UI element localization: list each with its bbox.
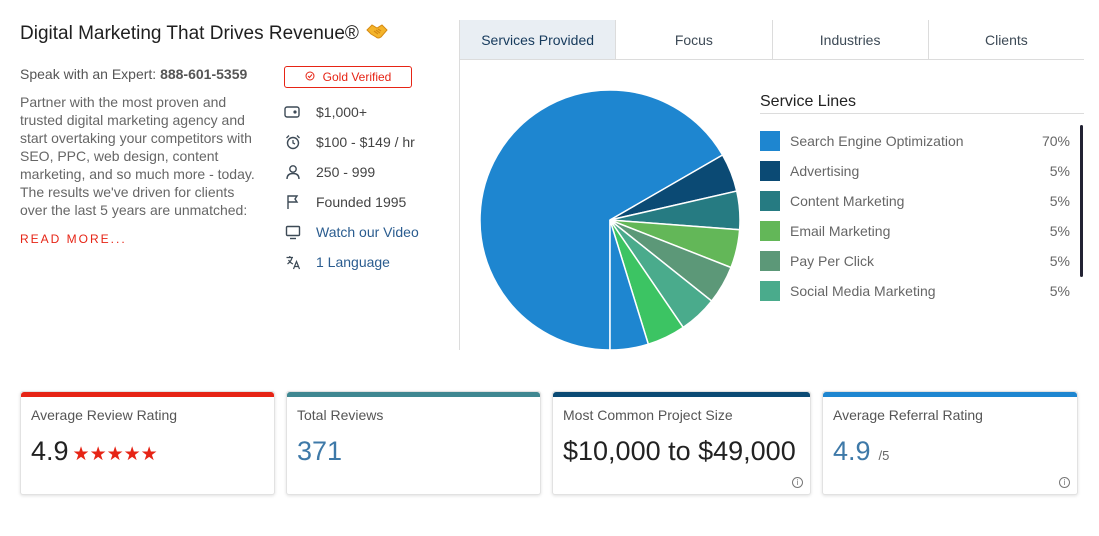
service-lines-title: Service Lines — [760, 93, 857, 110]
card-accent-bar — [21, 392, 274, 397]
page-title: Digital Marketing That Drives Revenue® — [20, 21, 389, 47]
legend-swatch — [760, 191, 780, 211]
card-accent-bar — [287, 392, 540, 397]
star-rating-icon: ★★★★★ — [72, 444, 158, 465]
card-accent-bar — [823, 392, 1077, 397]
legend-scrollbar[interactable] — [1080, 125, 1083, 277]
legend-label: Pay Per Click — [790, 253, 875, 269]
legend-swatch — [760, 131, 780, 151]
legend-label: Advertising — [790, 163, 860, 179]
info-icon[interactable]: i — [792, 477, 803, 488]
legend-percent: 5% — [1049, 193, 1070, 209]
translate-icon — [284, 253, 302, 271]
gold-verified-label: Gold Verified — [322, 70, 392, 84]
info-icon[interactable]: i — [1059, 477, 1070, 488]
panel-divider — [459, 20, 460, 350]
legend-item: Social Media Marketing 5% — [760, 276, 1070, 306]
service-lines-legend: Search Engine Optimization 70% Advertising… — [760, 126, 1070, 306]
stat-card-referral-rating: Average Referral Rating 4.9 /5 i — [822, 391, 1078, 495]
legend-swatch — [760, 221, 780, 241]
legend-label: Social Media Marketing — [790, 283, 936, 299]
monitor-icon — [284, 223, 302, 241]
fact-founded: Founded 1995 — [284, 187, 419, 217]
fact-hourly-rate: $100 - $149 / hr — [284, 127, 419, 157]
pie-slice[interactable] — [609, 219, 650, 351]
fact-text: $100 - $149 / hr — [316, 134, 415, 150]
referral-rating-value: 4.9 — [833, 436, 871, 466]
person-icon — [284, 163, 302, 181]
flag-icon — [284, 193, 302, 211]
profile-tabs: Services Provided Focus Industries Clien… — [460, 20, 1084, 60]
legend-swatch — [760, 251, 780, 271]
stat-value-row: 4.9 /5 — [833, 436, 889, 467]
legend-label: Email Marketing — [790, 223, 891, 239]
stat-card-project-size: Most Common Project Size $10,000 to $49,… — [552, 391, 811, 495]
total-reviews-value[interactable]: 371 — [297, 436, 343, 466]
legend-item: Search Engine Optimization 70% — [760, 126, 1070, 156]
gold-verified-badge[interactable]: Gold Verified — [284, 66, 412, 88]
tab-services-provided[interactable]: Services Provided — [460, 20, 617, 59]
fact-text: $1,000+ — [316, 104, 367, 120]
expert-contact: Speak with an Expert: 888-601-5359 — [20, 66, 247, 82]
service-lines-pie-chart — [479, 89, 741, 351]
legend-percent: 5% — [1049, 223, 1070, 239]
tab-focus[interactable]: Focus — [616, 20, 773, 59]
legend-percent: 5% — [1049, 253, 1070, 269]
stat-label: Most Common Project Size — [563, 407, 733, 423]
legend-percent: 5% — [1049, 163, 1070, 179]
verified-check-icon — [305, 70, 315, 84]
pie-slice[interactable] — [479, 89, 724, 351]
legend-item: Pay Per Click 5% — [760, 246, 1070, 276]
project-size-value: $10,000 to $49,000 — [563, 436, 796, 466]
legend-label: Search Engine Optimization — [790, 133, 964, 149]
company-facts: $1,000+ $100 - $149 / hr 250 - 999 Found… — [284, 97, 419, 277]
legend-percent: 70% — [1041, 133, 1070, 149]
legend-swatch — [760, 281, 780, 301]
stat-label: Average Referral Rating — [833, 407, 983, 423]
card-accent-bar — [553, 392, 810, 397]
legend-item: Advertising 5% — [760, 156, 1070, 186]
tab-industries[interactable]: Industries — [773, 20, 929, 59]
average-review-value: 4.9 — [31, 436, 69, 466]
fact-watch-video[interactable]: Watch our Video — [284, 217, 419, 247]
fact-text: 250 - 999 — [316, 164, 376, 180]
legend-percent: 5% — [1049, 283, 1070, 299]
tab-clients[interactable]: Clients — [984, 31, 1028, 48]
stat-label: Average Review Rating — [31, 407, 178, 423]
stat-label: Total Reviews — [297, 407, 384, 423]
stat-value-row: 4.9 ★★★★★ — [31, 436, 158, 467]
stat-card-total-reviews[interactable]: Total Reviews 371 — [286, 391, 541, 495]
read-more-link[interactable]: READ MORE... — [20, 232, 127, 246]
fact-employees: 250 - 999 — [284, 157, 419, 187]
fact-languages[interactable]: 1 Language — [284, 247, 419, 277]
headline-text: Digital Marketing That Drives Revenue® — [20, 23, 359, 44]
company-description: Partner with the most proven and trusted… — [20, 94, 255, 218]
legend-label: Content Marketing — [790, 193, 905, 209]
expert-label: Speak with an Expert: — [20, 66, 157, 82]
alarm-clock-icon — [284, 133, 302, 151]
watch-video-link[interactable]: Watch our Video — [316, 224, 419, 240]
fact-min-project: $1,000+ — [284, 97, 419, 127]
legend-divider — [760, 113, 1084, 114]
legend-item: Content Marketing 5% — [760, 186, 1070, 216]
expert-phone-link[interactable]: 888-601-5359 — [160, 66, 248, 82]
stat-card-average-review: Average Review Rating 4.9 ★★★★★ — [20, 391, 275, 495]
legend-swatch — [760, 161, 780, 181]
languages-link[interactable]: 1 Language — [316, 254, 390, 270]
price-tag-icon — [284, 103, 302, 121]
fact-text: Founded 1995 — [316, 194, 407, 210]
handshake-icon — [365, 21, 389, 47]
legend-item: Email Marketing 5% — [760, 216, 1070, 246]
referral-rating-suffix: /5 — [878, 448, 890, 463]
